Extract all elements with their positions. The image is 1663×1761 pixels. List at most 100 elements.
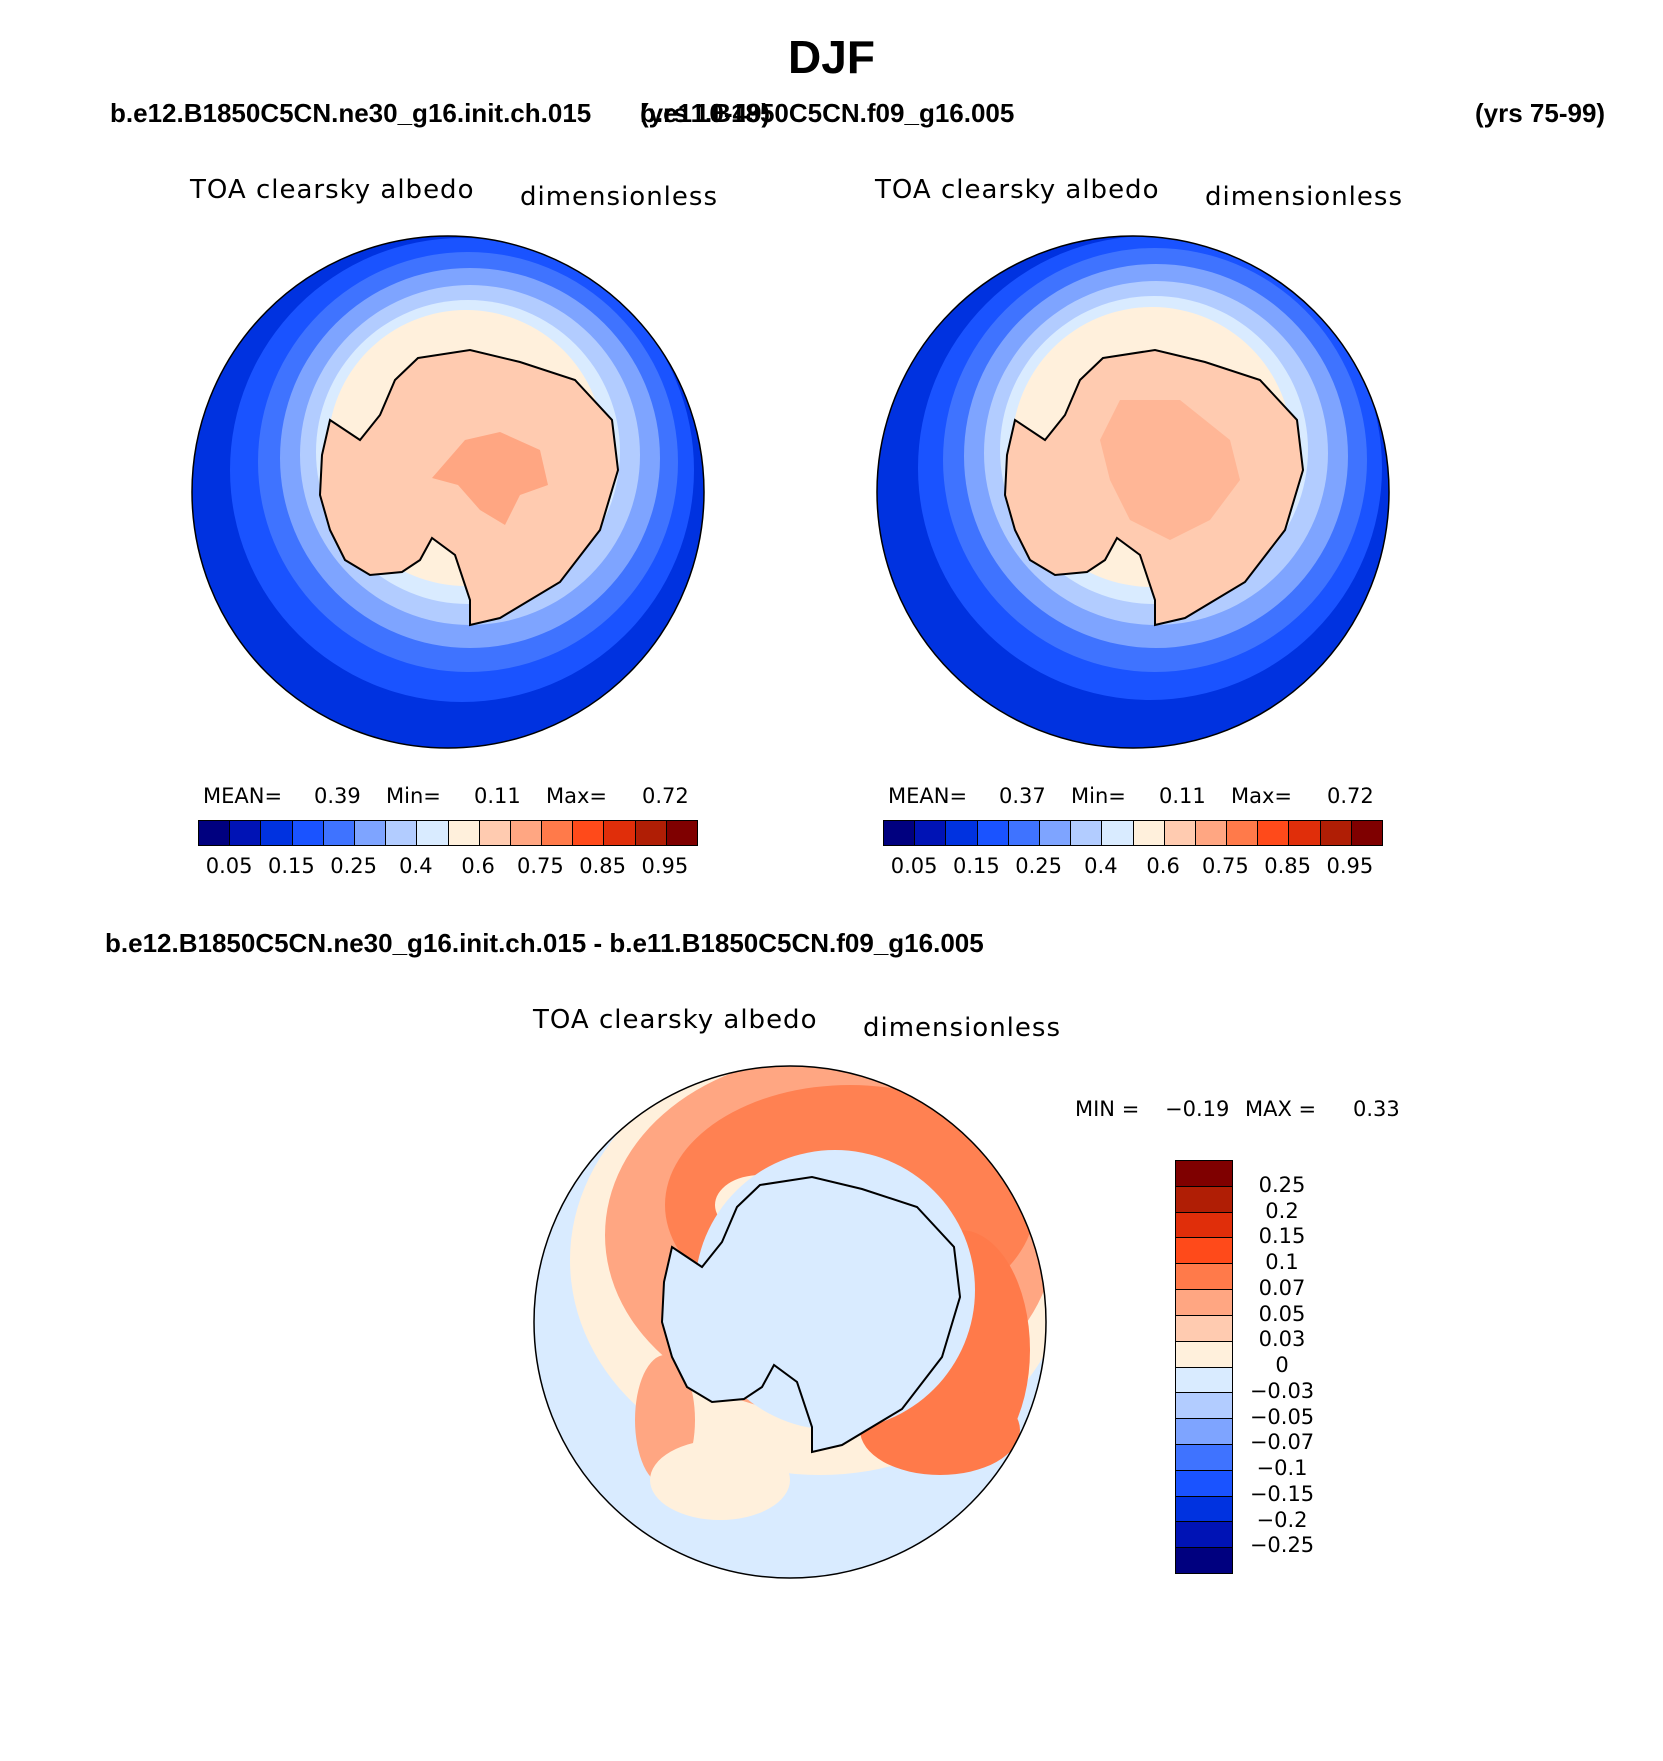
colorbar-swatch (1039, 821, 1072, 845)
panel1-mean: 0.39 (314, 784, 361, 808)
colorbar-swatch (1176, 1470, 1232, 1497)
colorbar-tick-label: −0.25 (1249, 1533, 1315, 1558)
diff-variable: TOA clearsky albedo (533, 1005, 818, 1035)
colorbar-tick-label: 0.6 (461, 854, 495, 878)
colorbar-swatch (1351, 821, 1382, 845)
colorbar-swatch (1195, 821, 1228, 845)
colorbar-tick-label: 0.6 (1146, 854, 1180, 878)
colorbar-tick-label: 0.4 (1084, 854, 1118, 878)
diff-title: b.e12.B1850C5CN.ne30_g16.init.ch.015 - b… (105, 928, 984, 958)
diff-units: dimensionless (863, 1013, 1061, 1043)
colorbar-tick-label: −0.15 (1249, 1481, 1315, 1506)
colorbar-swatch (230, 821, 262, 845)
panel2-min-label: Min= (1071, 784, 1126, 808)
colorbar-tick-label: 0.07 (1258, 1275, 1306, 1300)
colorbar-tick-label: 0.05 (1258, 1301, 1306, 1326)
panel1-units: dimensionless (520, 182, 718, 212)
control-case-name: b.e11.B1850C5CN.f09_g16.005 (640, 98, 1015, 128)
colorbar-tick-label: −0.2 (1256, 1507, 1308, 1532)
test-case-years: (yrs 10-49) (640, 98, 771, 128)
panel2-max: 0.72 (1327, 784, 1374, 808)
colorbar-tick-label: −0.05 (1249, 1404, 1315, 1429)
colorbar-tick-label: −0.07 (1249, 1430, 1315, 1455)
colorbar-swatch (1176, 1419, 1232, 1445)
colorbar-tick-label: 0.25 (1015, 854, 1062, 878)
colorbar-swatch (1176, 1290, 1232, 1316)
colorbar-swatch (1176, 1238, 1232, 1265)
panel1-min-label: Min= (386, 784, 441, 808)
colorbar-swatch (1176, 1186, 1232, 1213)
colorbar-swatch (448, 821, 480, 845)
colorbar-tick-label: 0.95 (1326, 854, 1374, 878)
colorbar-swatch (261, 821, 293, 845)
colorbar-swatch (1176, 1496, 1232, 1523)
colorbar-swatch (915, 821, 947, 845)
colorbar-swatch (417, 821, 449, 845)
colorbar-swatch (1071, 821, 1103, 845)
colorbar-swatch (666, 821, 697, 845)
colorbar-swatch (977, 821, 1009, 845)
colorbar-swatch (1176, 1548, 1232, 1573)
panel1-max-label: Max= (546, 784, 608, 808)
colorbar-swatch (1176, 1161, 1232, 1187)
diff-min: −0.19 (1165, 1097, 1230, 1121)
colorbar-swatch (1164, 821, 1196, 845)
panel1-max: 0.72 (642, 784, 689, 808)
colorbar-swatch (1176, 1341, 1232, 1368)
colorbar-swatch (573, 821, 605, 845)
colorbar-tick-label: −0.1 (1256, 1456, 1308, 1480)
colorbar-tick-label: 0.1 (1265, 1250, 1299, 1274)
colorbar-swatch (510, 821, 543, 845)
panel2-units: dimensionless (1205, 182, 1403, 212)
colorbar-swatch (1176, 1315, 1232, 1342)
panel2-variable: TOA clearsky albedo (875, 175, 1160, 205)
colorbar-tick-label: 0.25 (1258, 1172, 1306, 1197)
colorbar-tick-label: 0.15 (952, 854, 1000, 878)
panel2-max-label: Max= (1231, 784, 1293, 808)
colorbar-swatch (292, 821, 324, 845)
diff-max-label: MAX = (1245, 1097, 1317, 1121)
panel1-variable: TOA clearsky albedo (190, 175, 475, 205)
panel2-mean: 0.37 (999, 784, 1046, 808)
colorbar-control (883, 820, 1383, 846)
panel2-min: 0.11 (1159, 784, 1206, 808)
colorbar-tick-label: 0.15 (267, 854, 315, 878)
colorbar-tick-label: 0.95 (641, 854, 689, 878)
diff-max: 0.33 (1353, 1097, 1400, 1121)
colorbar-tick-label: 0.85 (579, 854, 626, 878)
colorbar-swatch (542, 821, 574, 845)
colorbar-swatch (1227, 821, 1259, 845)
colorbar-swatch (604, 821, 636, 845)
colorbar-tick-label: 0.75 (1201, 854, 1249, 878)
colorbar-swatch (1258, 821, 1290, 845)
colorbar-test (198, 820, 698, 846)
colorbar-swatch (323, 821, 355, 845)
colorbar-swatch (1176, 1393, 1232, 1420)
colorbar-swatch (1289, 821, 1321, 845)
colorbar-tick-label: 0.4 (399, 854, 433, 878)
colorbar-swatch (1133, 821, 1165, 845)
colorbar-tick-label: 0.05 (205, 854, 253, 878)
colorbar-swatch (1102, 821, 1134, 845)
test-case-name: b.e12.B1850C5CN.ne30_g16.init.ch.015 (110, 98, 592, 128)
control-case-years: (yrs 75-99) (1475, 98, 1606, 128)
colorbar-swatch (1176, 1444, 1232, 1471)
colorbar-swatch (199, 821, 231, 845)
colorbar-swatch (386, 821, 418, 845)
colorbar-swatch (946, 821, 978, 845)
colorbar-tick-label: 0.05 (890, 854, 938, 878)
colorbar-tick-label: 0.85 (1264, 854, 1311, 878)
colorbar-tick-label: 0.2 (1265, 1198, 1299, 1223)
colorbar-tick-label: 0.75 (516, 854, 564, 878)
colorbar-tick-label: 0.15 (1258, 1224, 1306, 1249)
panel1-mean-label: MEAN= (203, 784, 283, 808)
panel1-min: 0.11 (474, 784, 521, 808)
colorbar-tick-label: −0.03 (1249, 1378, 1315, 1403)
colorbar-swatch (354, 821, 387, 845)
colorbar-swatch (1320, 821, 1352, 845)
panel2-mean-label: MEAN= (888, 784, 968, 808)
diff-min-label: MIN = (1075, 1097, 1140, 1121)
colorbar-swatch (884, 821, 916, 845)
